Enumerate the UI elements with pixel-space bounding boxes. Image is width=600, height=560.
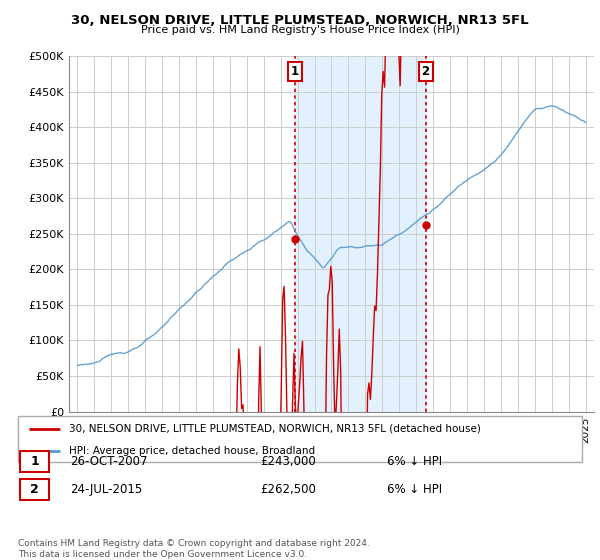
Text: 30, NELSON DRIVE, LITTLE PLUMSTEAD, NORWICH, NR13 5FL (detached house): 30, NELSON DRIVE, LITTLE PLUMSTEAD, NORW… <box>69 424 481 434</box>
Text: HPI: Average price, detached house, Broadland: HPI: Average price, detached house, Broa… <box>69 446 315 455</box>
Text: £243,000: £243,000 <box>260 455 316 468</box>
Text: 1: 1 <box>290 65 299 78</box>
Text: Contains HM Land Registry data © Crown copyright and database right 2024.
This d: Contains HM Land Registry data © Crown c… <box>18 539 370 559</box>
Text: £262,500: £262,500 <box>260 483 317 496</box>
Bar <box>295 56 425 412</box>
Text: 1: 1 <box>30 455 39 468</box>
Text: 30, NELSON DRIVE, LITTLE PLUMSTEAD, NORWICH, NR13 5FL: 30, NELSON DRIVE, LITTLE PLUMSTEAD, NORW… <box>71 14 529 27</box>
Text: 26-OCT-2007: 26-OCT-2007 <box>71 455 148 468</box>
Text: 2: 2 <box>422 65 430 78</box>
Text: 24-JUL-2015: 24-JUL-2015 <box>71 483 143 496</box>
FancyBboxPatch shape <box>20 479 49 500</box>
Text: Price paid vs. HM Land Registry's House Price Index (HPI): Price paid vs. HM Land Registry's House … <box>140 25 460 35</box>
Text: 6% ↓ HPI: 6% ↓ HPI <box>388 455 442 468</box>
FancyBboxPatch shape <box>18 416 582 462</box>
Text: 6% ↓ HPI: 6% ↓ HPI <box>388 483 442 496</box>
Text: 2: 2 <box>30 483 39 496</box>
FancyBboxPatch shape <box>20 451 49 472</box>
